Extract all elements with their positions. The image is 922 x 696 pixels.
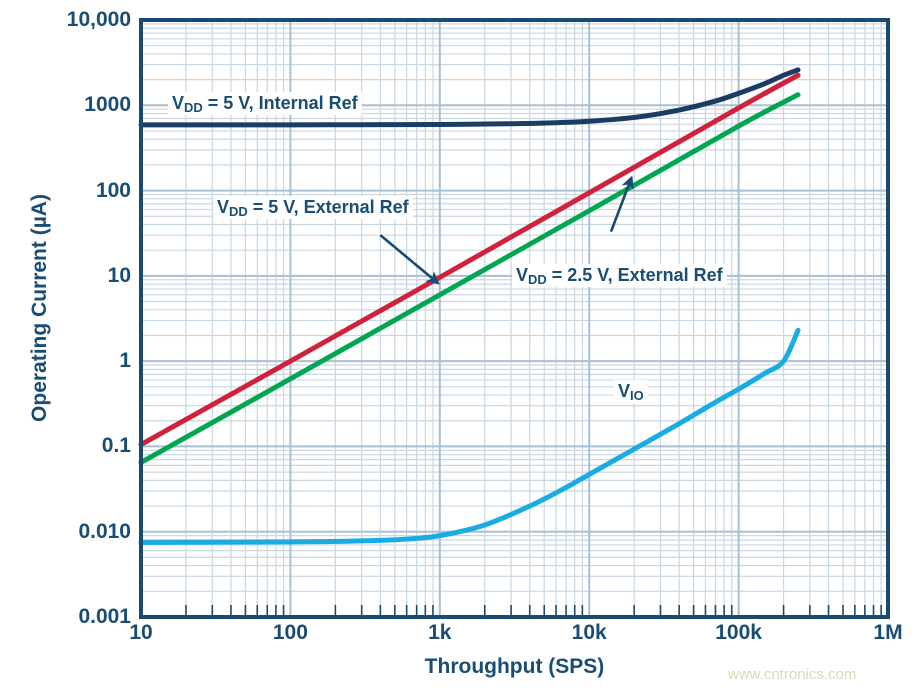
y-axis-tick-label: 100 bbox=[95, 178, 131, 202]
x-axis-title: Throughput (SPS) bbox=[424, 655, 605, 678]
x-axis-tick-label: 1k bbox=[428, 621, 452, 644]
y-axis-tick-label: 0.010 bbox=[78, 519, 131, 543]
series-label-vdd5-internal-ref: VDD = 5 V, Internal Ref bbox=[168, 92, 362, 115]
axis-frame bbox=[139, 18, 890, 619]
plot-background bbox=[141, 20, 888, 617]
x-axis-minor-ticks bbox=[185, 605, 882, 615]
series-line-0 bbox=[138, 67, 801, 128]
x-axis-tick-label: 100k bbox=[715, 621, 762, 644]
annotation-arrow-1 bbox=[379, 234, 440, 285]
grid-minor bbox=[141, 20, 888, 617]
y-axis-tick-label: 0.001 bbox=[78, 605, 131, 628]
y-axis-tick-label: 10 bbox=[107, 263, 131, 287]
annotation-arrow-2 bbox=[609, 175, 634, 233]
y-axis-tick-label: 1 bbox=[119, 349, 131, 373]
y-axis-tick-labels: 10,000 1000 100 10 1 0.1 0.010 0.001 bbox=[0, 0, 131, 696]
y-axis-tick-label: 0.1 bbox=[101, 434, 131, 458]
series-label-vio: VIO bbox=[614, 380, 648, 403]
x-axis-tick-label: 100 bbox=[272, 621, 308, 644]
x-axis-tick-label: 10 bbox=[129, 621, 153, 644]
x-axis-tick-label: 10k bbox=[571, 621, 607, 644]
series-line-3 bbox=[138, 327, 801, 545]
series-label-vdd25-external-ref: VDD = 2.5 V, External Ref bbox=[512, 264, 727, 287]
series-label-vdd5-external-ref: VDD = 5 V, External Ref bbox=[213, 196, 413, 219]
x-axis-tick-label: 1M bbox=[873, 621, 903, 644]
watermark-text: www.cntronics.com bbox=[728, 666, 857, 683]
y-axis-tick-label: 10,000 bbox=[66, 8, 131, 31]
series-line-1 bbox=[138, 72, 801, 448]
series-line-2 bbox=[138, 92, 801, 465]
y-axis-tick-label: 1000 bbox=[84, 93, 131, 117]
